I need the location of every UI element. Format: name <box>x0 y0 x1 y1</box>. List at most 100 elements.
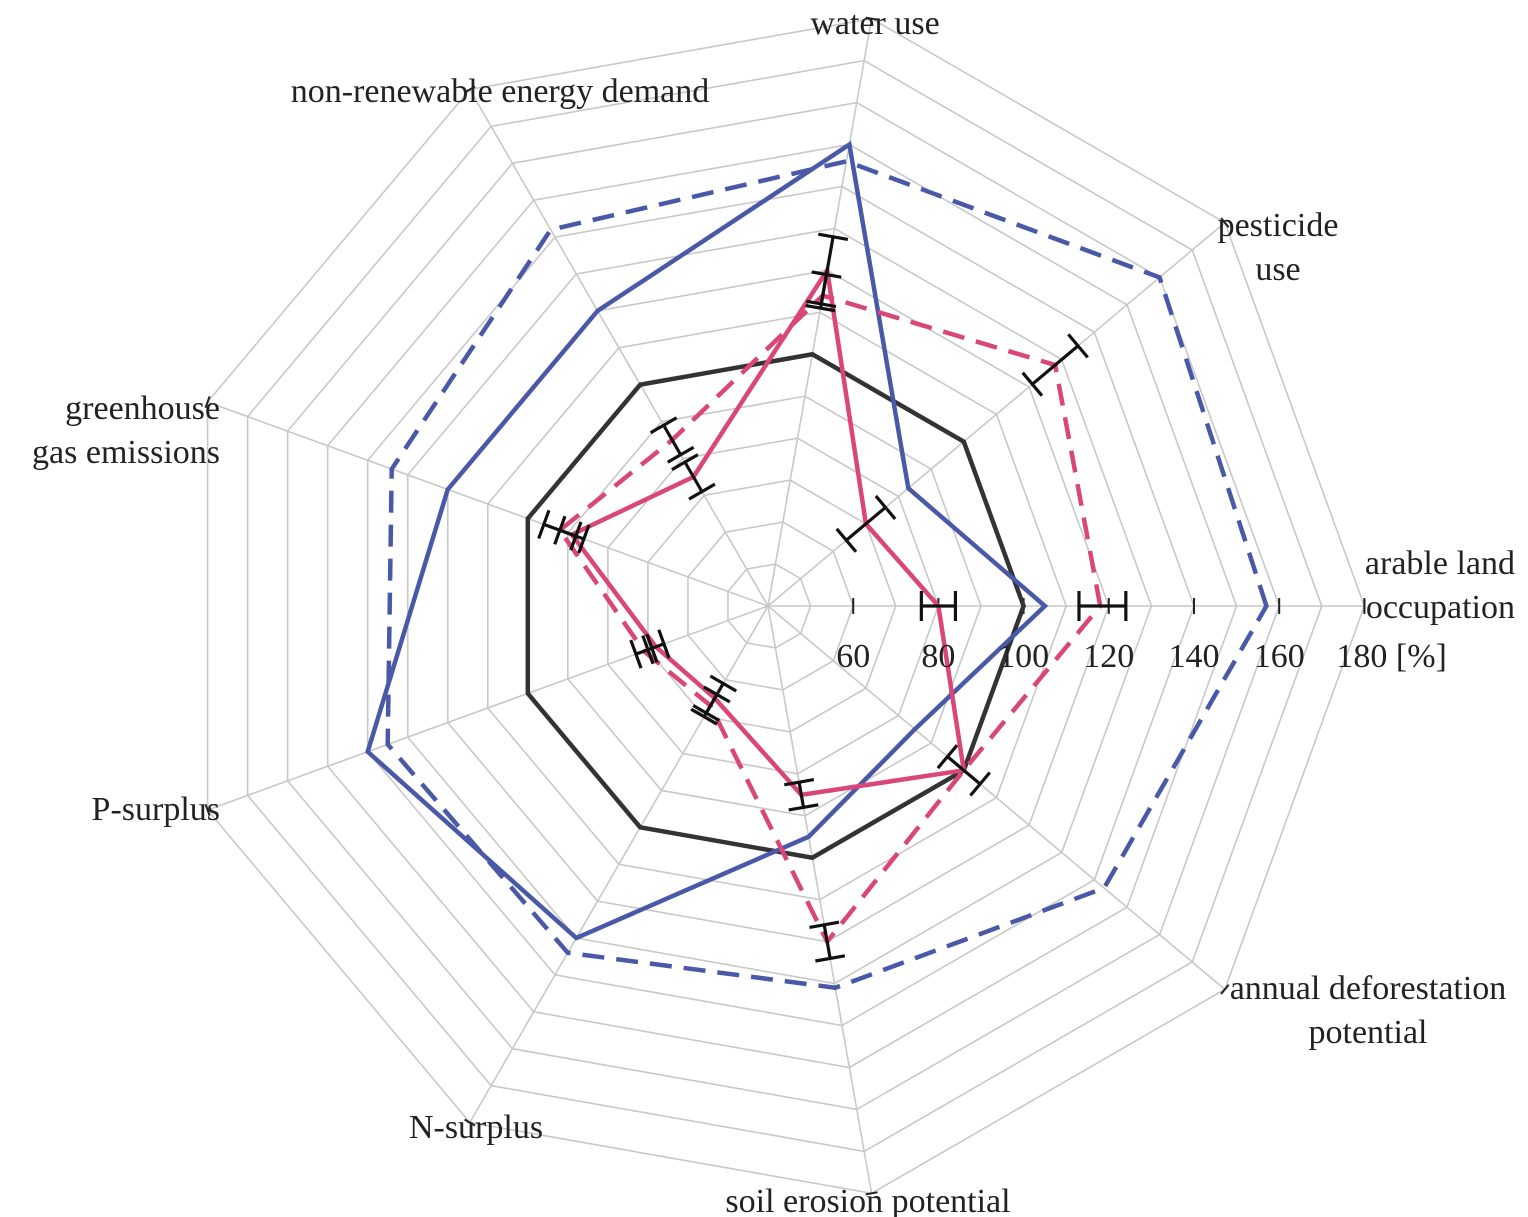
series-line-2 <box>385 158 1269 991</box>
axis-label-line: annual deforestation <box>1230 970 1507 1007</box>
error-bar-stem <box>845 506 887 542</box>
radial-tick-label: 100 <box>998 638 1049 675</box>
error-bar-cap-low <box>657 629 671 659</box>
axis-spoke <box>469 89 769 607</box>
radar-series-layer <box>365 140 1269 991</box>
error-bar <box>809 920 846 963</box>
axis-label-line: gas emissions <box>32 434 220 471</box>
error-bar-cap-low <box>645 633 659 663</box>
axis-label-line: pesticide <box>1218 207 1339 244</box>
grid-ring <box>647 479 897 733</box>
error-bar-cap-low <box>666 445 695 464</box>
error-bar-cap-low <box>784 778 815 787</box>
error-bar-cap-high <box>969 771 991 797</box>
axis-end-tick <box>204 804 211 816</box>
axis-label-line: P-surplus <box>92 791 220 828</box>
error-bar-stem <box>1031 344 1080 386</box>
error-bar-stem <box>702 693 719 718</box>
error-bar-stem <box>635 646 653 656</box>
axis-spoke <box>767 605 1226 990</box>
series-line-0 <box>525 351 1026 861</box>
axis-label-4: greenhouse gas emissions <box>32 390 220 471</box>
axis-label-2: water use <box>810 5 939 42</box>
axis-labels-layer: arable land occupation pesticide use water u… <box>32 5 1515 1217</box>
error-bar-cap-high <box>818 232 849 241</box>
error-bar-cap-low <box>835 527 858 553</box>
error-bar <box>936 744 991 797</box>
series-line-4 <box>556 293 1103 946</box>
radial-tick-label: 120 <box>1083 638 1134 675</box>
grid-ring <box>206 17 1366 1195</box>
axis-label-8: annual deforestation potential <box>1230 970 1507 1051</box>
error-bar-stem <box>946 755 982 786</box>
axis-label-line: water use <box>810 5 939 42</box>
radial-tick-label: 140 <box>1169 638 1220 675</box>
error-bar-stem <box>683 461 704 493</box>
error-bar-stem <box>822 924 832 959</box>
series-line-3 <box>568 264 967 798</box>
error-bar-stem <box>543 522 577 538</box>
error-bar-cap-high <box>671 453 699 472</box>
grid-ring <box>727 563 812 649</box>
error-bar <box>690 685 731 726</box>
error-bar-stem <box>797 781 806 808</box>
error-bar-cap-high <box>690 707 718 726</box>
error-bar-cap-low <box>688 482 716 501</box>
axis-label-line: use <box>1255 251 1300 288</box>
error-bar-cap-high <box>629 639 643 669</box>
error-bar-cap-high <box>788 803 819 812</box>
grid-ring <box>607 437 940 775</box>
error-bar <box>649 416 695 464</box>
axis-end-tick <box>1220 217 1230 228</box>
axis-end-tick <box>464 1118 476 1127</box>
error-bar-cap-low <box>1021 371 1044 397</box>
error-bar-cap-low <box>577 524 591 554</box>
error-bar <box>629 633 659 669</box>
error-bar-cap-high <box>649 416 678 435</box>
grid-ring <box>406 227 1153 985</box>
error-bar <box>919 591 958 621</box>
axis-end-tick <box>1220 984 1230 995</box>
radar-grid <box>204 16 1366 1196</box>
axis-spoke <box>767 18 873 607</box>
axis-label-0: arable land occupation <box>1365 545 1515 626</box>
axis-label-line: potential <box>1309 1014 1428 1051</box>
axis-spoke <box>767 605 873 1194</box>
axis-label-6: N-surplus <box>409 1109 543 1146</box>
axis-label-1: pesticide use <box>1218 207 1339 288</box>
error-bar-cap-high <box>815 954 846 963</box>
axis-label-line: soil erosion potential <box>725 1183 1010 1217</box>
axis-spoke <box>207 605 769 811</box>
error-bar <box>1021 333 1089 397</box>
error-bar <box>784 778 819 812</box>
grid-ring <box>286 101 1281 1111</box>
error-bar <box>835 494 897 553</box>
error-bar <box>671 453 716 501</box>
axis-label-3: non-renewable energy demand <box>291 73 710 110</box>
axis-label-line: arable land <box>1365 545 1515 582</box>
error-bar-cap-low <box>805 303 836 313</box>
grid-ring <box>246 59 1323 1153</box>
grid-ring <box>486 311 1068 901</box>
grid-ring <box>366 185 1195 1027</box>
error-bar-cap-low <box>936 744 959 770</box>
axis-label-line: N-surplus <box>409 1109 543 1146</box>
error-bar <box>537 509 583 551</box>
error-bar-cap-low <box>569 521 583 551</box>
series-line-1 <box>365 140 1049 941</box>
radial-tick-label: 180 [%] <box>1336 638 1446 675</box>
axis-spoke <box>767 222 1226 607</box>
error-bar-cap-low <box>703 685 731 704</box>
error-bar-cap-low <box>809 920 840 930</box>
error-bar <box>805 270 842 313</box>
error-bars-layer <box>537 232 1128 963</box>
axis-label-line: non-renewable energy demand <box>291 73 710 110</box>
grid-ring <box>326 143 1238 1069</box>
radial-tick-label: 160 <box>1254 638 1305 675</box>
error-bar-stem <box>818 274 829 309</box>
axis-end-tick <box>865 1191 878 1196</box>
radial-tick-labels-layer: 60 80 100 120 140 160 180 [%] <box>836 638 1447 675</box>
error-bar-cap-high <box>537 509 551 540</box>
grid-ring <box>687 521 855 691</box>
error-bar-cap-high <box>811 270 842 279</box>
